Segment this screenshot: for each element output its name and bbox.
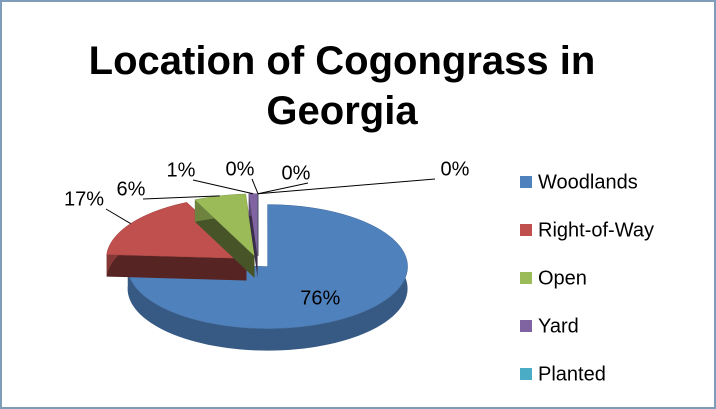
leader-line [192, 179, 254, 195]
slice-face [106, 254, 247, 281]
legend-swatch [520, 272, 532, 284]
leader-line [105, 208, 131, 225]
data-label: 6% [117, 178, 146, 200]
legend-swatch [520, 368, 532, 380]
legend-label: Yard [538, 315, 579, 337]
slice-top [127, 204, 408, 329]
leader-line [257, 178, 436, 195]
pie-slice [248, 193, 258, 278]
legend-label: Right-of-Way [538, 219, 654, 241]
slice-face [194, 199, 255, 278]
chart-title: Location of Cogongrass in Georgia [88, 39, 596, 133]
legend-swatch [520, 224, 532, 236]
data-label: 0% [441, 158, 470, 180]
data-label: 0% [226, 158, 255, 180]
legend-label: Planted [538, 363, 606, 385]
data-label: 1% [167, 159, 196, 181]
leader-line [257, 182, 309, 195]
leader-line [251, 178, 259, 194]
data-label: 76% [300, 288, 340, 310]
leader-line [142, 195, 220, 200]
legend-label: Woodlands [538, 171, 638, 193]
data-label: 17% [64, 188, 104, 210]
data-label: 0% [282, 162, 311, 184]
legend-swatch [520, 176, 532, 188]
legend-swatch [520, 320, 532, 332]
legend-label: Open [538, 267, 587, 289]
